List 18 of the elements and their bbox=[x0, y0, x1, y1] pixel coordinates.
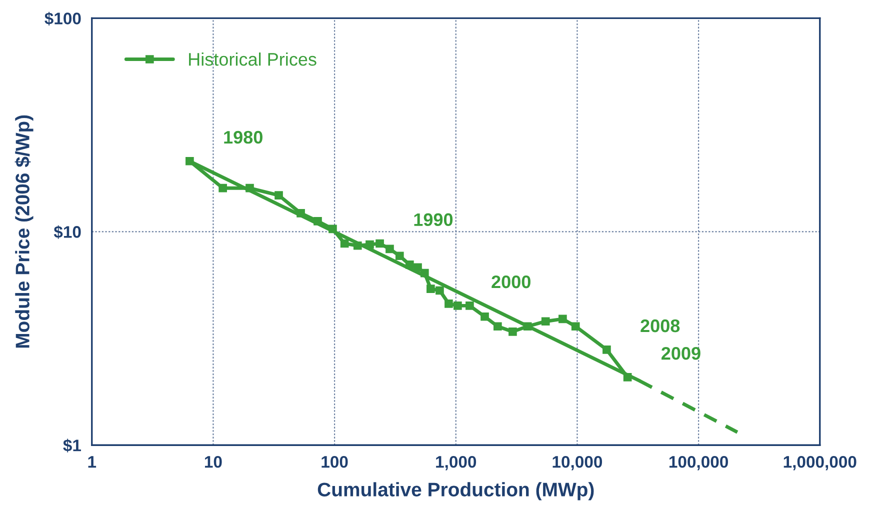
x-axis-title: Cumulative Production (MWp) bbox=[318, 482, 594, 500]
annotation: 1980 bbox=[224, 130, 262, 144]
annotation: 1990 bbox=[414, 213, 453, 226]
x-tick-label: 100,000 bbox=[669, 456, 728, 470]
y-tick-label: $10 bbox=[54, 225, 81, 239]
annotation: 2000 bbox=[492, 275, 530, 288]
legend-label: Historical Prices bbox=[189, 52, 316, 66]
x-tick-label: 10 bbox=[204, 456, 222, 468]
y-axis-title: Module Price (2006 $/Wp) bbox=[14, 115, 34, 348]
y-tick-label: $100 bbox=[44, 12, 81, 26]
annotation: 2009 bbox=[662, 346, 700, 360]
x-tick-label: 1,000,000 bbox=[784, 456, 856, 470]
annotation: 2008 bbox=[640, 319, 680, 332]
x-tick-label: 1,000 bbox=[436, 456, 476, 470]
y-tick-label: $1 bbox=[63, 438, 81, 452]
x-tick-label: 10,000 bbox=[552, 456, 602, 470]
x-tick-label: 100 bbox=[322, 456, 348, 468]
x-tick-label: 1 bbox=[88, 456, 96, 468]
